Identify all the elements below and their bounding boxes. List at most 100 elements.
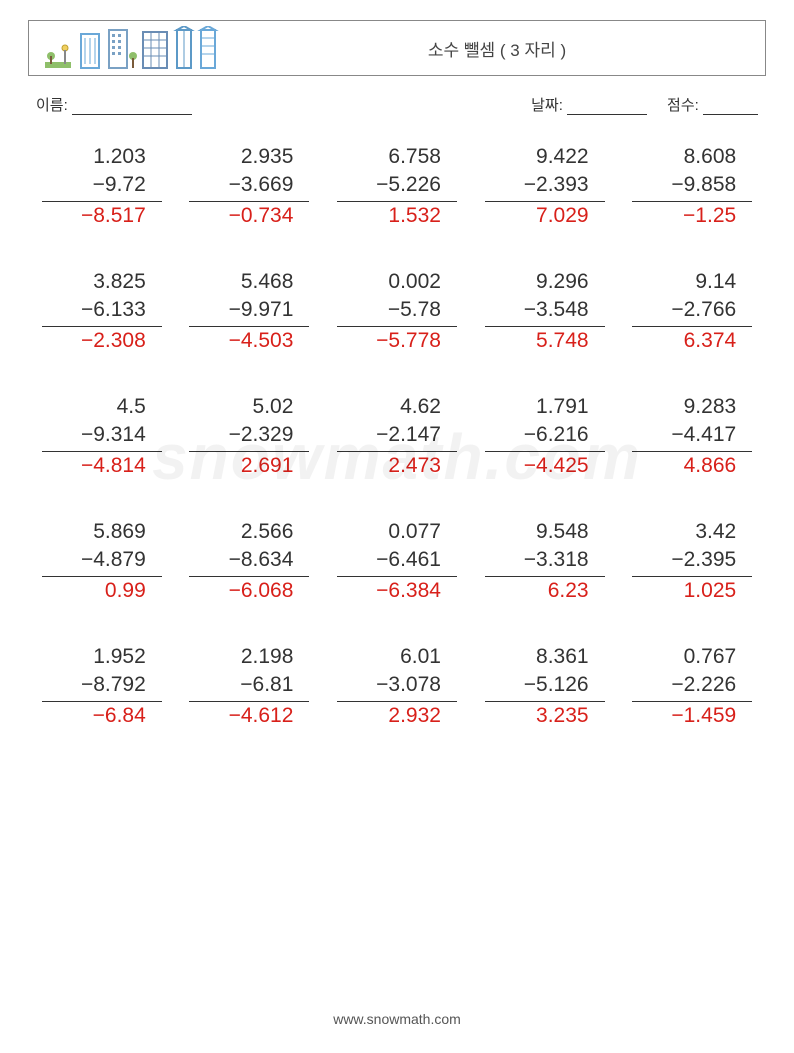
minuend: 9.283 bbox=[632, 393, 752, 421]
problem: 9.422−2.3937.029 bbox=[485, 143, 605, 230]
answer: −6.84 bbox=[42, 702, 162, 730]
score-field: 점수: bbox=[667, 94, 758, 115]
subtrahend: −2.766 bbox=[632, 296, 752, 326]
score-blank[interactable] bbox=[703, 114, 758, 115]
problem: 9.296−3.5485.748 bbox=[485, 268, 605, 355]
minuend: 9.422 bbox=[485, 143, 605, 171]
subtrahend: −8.792 bbox=[42, 671, 162, 701]
minuend: 0.767 bbox=[632, 643, 752, 671]
problem: 1.791−6.216−4.425 bbox=[485, 393, 605, 480]
subtrahend: −9.858 bbox=[632, 171, 752, 201]
problem: 4.5−9.314−4.814 bbox=[42, 393, 162, 480]
problem: 2.935−3.669−0.734 bbox=[189, 143, 309, 230]
header-box: 소수 뺄셈 ( 3 자리 ) bbox=[28, 20, 766, 76]
minuend: 5.468 bbox=[189, 268, 309, 296]
subtrahend: −6.216 bbox=[485, 421, 605, 451]
minuend: 2.566 bbox=[189, 518, 309, 546]
subtrahend: −9.971 bbox=[189, 296, 309, 326]
answer: 3.235 bbox=[485, 702, 605, 730]
answer: 1.532 bbox=[337, 202, 457, 230]
answer: 6.374 bbox=[632, 327, 752, 355]
subtrahend: −6.461 bbox=[337, 546, 457, 576]
date-field: 날짜: bbox=[531, 94, 647, 115]
answer: −4.425 bbox=[485, 452, 605, 480]
minuend: 0.002 bbox=[337, 268, 457, 296]
problem: 3.42−2.3951.025 bbox=[632, 518, 752, 605]
subtrahend: −3.669 bbox=[189, 171, 309, 201]
subtrahend: −8.634 bbox=[189, 546, 309, 576]
minuend: 9.14 bbox=[632, 268, 752, 296]
name-field: 이름: bbox=[36, 94, 192, 115]
header-icons bbox=[43, 26, 263, 70]
problem: 1.203−9.72−8.517 bbox=[42, 143, 162, 230]
problem: 6.01−3.0782.932 bbox=[337, 643, 457, 730]
answer: 0.99 bbox=[42, 577, 162, 605]
minuend: 0.077 bbox=[337, 518, 457, 546]
problem: 4.62−2.1472.473 bbox=[337, 393, 457, 480]
minuend: 1.952 bbox=[42, 643, 162, 671]
problem: 9.283−4.4174.866 bbox=[632, 393, 752, 480]
subtrahend: −3.548 bbox=[485, 296, 605, 326]
buildings-icon bbox=[43, 26, 263, 70]
minuend: 4.5 bbox=[42, 393, 162, 421]
answer: −6.068 bbox=[189, 577, 309, 605]
date-blank[interactable] bbox=[567, 114, 647, 115]
problem: 8.608−9.858−1.25 bbox=[632, 143, 752, 230]
subtrahend: −3.078 bbox=[337, 671, 457, 701]
answer: −5.778 bbox=[337, 327, 457, 355]
answer: 2.691 bbox=[189, 452, 309, 480]
subtrahend: −5.78 bbox=[337, 296, 457, 326]
answer: −2.308 bbox=[42, 327, 162, 355]
subtrahend: −2.395 bbox=[632, 546, 752, 576]
answer: 1.025 bbox=[632, 577, 752, 605]
answer: 5.748 bbox=[485, 327, 605, 355]
worksheet-page: 소수 뺄셈 ( 3 자리 ) 이름: 날짜: 점수: 1.203−9.72−8.… bbox=[0, 0, 794, 1053]
minuend: 2.935 bbox=[189, 143, 309, 171]
minuend: 2.198 bbox=[189, 643, 309, 671]
problem: 0.077−6.461−6.384 bbox=[337, 518, 457, 605]
meta-row: 이름: 날짜: 점수: bbox=[28, 94, 766, 115]
minuend: 6.758 bbox=[337, 143, 457, 171]
subtrahend: −2.226 bbox=[632, 671, 752, 701]
subtrahend: −4.879 bbox=[42, 546, 162, 576]
subtrahend: −2.329 bbox=[189, 421, 309, 451]
subtrahend: −2.147 bbox=[337, 421, 457, 451]
answer: −6.384 bbox=[337, 577, 457, 605]
answer: 7.029 bbox=[485, 202, 605, 230]
minuend: 6.01 bbox=[337, 643, 457, 671]
minuend: 1.791 bbox=[485, 393, 605, 421]
answer: 6.23 bbox=[485, 577, 605, 605]
answer: −4.814 bbox=[42, 452, 162, 480]
minuend: 5.869 bbox=[42, 518, 162, 546]
minuend: 8.361 bbox=[485, 643, 605, 671]
answer: −1.25 bbox=[632, 202, 752, 230]
subtrahend: −9.314 bbox=[42, 421, 162, 451]
subtrahend: −3.318 bbox=[485, 546, 605, 576]
answer: −1.459 bbox=[632, 702, 752, 730]
problem: 5.468−9.971−4.503 bbox=[189, 268, 309, 355]
name-blank[interactable] bbox=[72, 114, 192, 115]
name-label: 이름: bbox=[36, 97, 68, 114]
answer: 2.932 bbox=[337, 702, 457, 730]
answer: −0.734 bbox=[189, 202, 309, 230]
subtrahend: −5.126 bbox=[485, 671, 605, 701]
minuend: 1.203 bbox=[42, 143, 162, 171]
answer: −4.503 bbox=[189, 327, 309, 355]
score-label: 점수: bbox=[667, 97, 699, 114]
minuend: 8.608 bbox=[632, 143, 752, 171]
minuend: 3.825 bbox=[42, 268, 162, 296]
problem: 0.767−2.226−1.459 bbox=[632, 643, 752, 730]
answer: −8.517 bbox=[42, 202, 162, 230]
subtrahend: −6.133 bbox=[42, 296, 162, 326]
minuend: 5.02 bbox=[189, 393, 309, 421]
footer-url: www.snowmath.com bbox=[0, 1011, 794, 1027]
problem: 8.361−5.1263.235 bbox=[485, 643, 605, 730]
problem: 1.952−8.792−6.84 bbox=[42, 643, 162, 730]
minuend: 9.548 bbox=[485, 518, 605, 546]
subtrahend: −4.417 bbox=[632, 421, 752, 451]
problem: 9.548−3.3186.23 bbox=[485, 518, 605, 605]
problem: 2.198−6.81−4.612 bbox=[189, 643, 309, 730]
worksheet-title: 소수 뺄셈 ( 3 자리 ) bbox=[263, 36, 751, 61]
date-label: 날짜: bbox=[531, 97, 563, 114]
answer: 4.866 bbox=[632, 452, 752, 480]
